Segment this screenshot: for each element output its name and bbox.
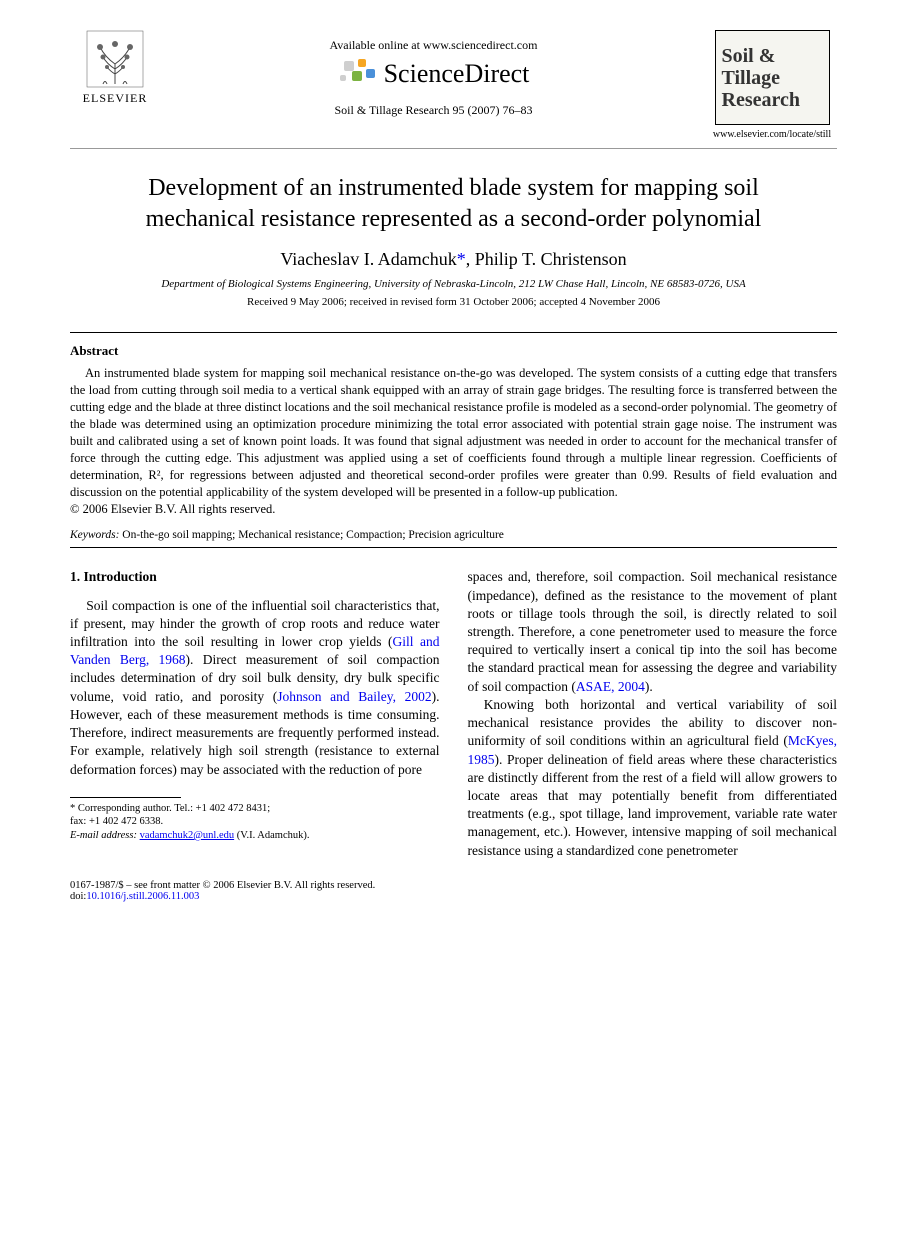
publisher-logo-block: ELSEVIER <box>70 30 160 105</box>
title-line2: mechanical resistance represented as a s… <box>146 206 762 232</box>
footnote-divider <box>70 797 181 798</box>
abstract-copyright: © 2006 Elsevier B.V. All rights reserved… <box>70 502 837 517</box>
doi-line: doi:10.1016/j.still.2006.11.003 <box>70 891 837 902</box>
journal-box-block: Soil & Tillage Research www.elsevier.com… <box>707 30 837 140</box>
page-footer: 0167-1987/$ – see front matter © 2006 El… <box>70 880 837 902</box>
body-columns: 1. Introduction Soil compaction is one o… <box>70 568 837 860</box>
intro-text-3a: Knowing both horizontal and vertical var… <box>468 697 838 748</box>
intro-paragraph-1: Soil compaction is one of the influentia… <box>70 597 440 779</box>
article-dates: Received 9 May 2006; received in revised… <box>70 296 837 308</box>
elsevier-tree-icon <box>85 29 145 89</box>
footnote-email-label: E-mail address: <box>70 830 137 841</box>
column-right: spaces and, therefore, soil compaction. … <box>468 568 838 860</box>
article-title: Development of an instrumented blade sys… <box>70 173 837 235</box>
intro-text-2a: spaces and, therefore, soil compaction. … <box>468 569 838 693</box>
abstract-body: An instrumented blade system for mapping… <box>70 365 837 500</box>
available-online-text: Available online at www.sciencedirect.co… <box>330 38 538 53</box>
intro-paragraph-2: Knowing both horizontal and vertical var… <box>468 696 838 860</box>
intro-heading: 1. Introduction <box>70 568 440 586</box>
citation-link-johnson[interactable]: Johnson and Bailey, 2002 <box>277 689 431 704</box>
footnote-email-tail: (V.I. Adamchuk). <box>237 830 310 841</box>
title-line1: Development of an instrumented blade sys… <box>148 175 759 201</box>
keywords-label: Keywords: <box>70 529 119 541</box>
doi-link[interactable]: 10.1016/j.still.2006.11.003 <box>86 891 199 902</box>
corresponding-asterisk: * <box>457 249 466 269</box>
footnote-email-line: E-mail address: vadamchuk2@unl.edu (V.I.… <box>70 829 440 843</box>
keywords-list: On-the-go soil mapping; Mechanical resis… <box>122 529 504 541</box>
intro-paragraph-1-cont: spaces and, therefore, soil compaction. … <box>468 568 838 696</box>
journal-url: www.elsevier.com/locate/still <box>713 129 831 140</box>
abstract-heading: Abstract <box>70 343 837 359</box>
doi-label: doi: <box>70 891 86 902</box>
journal-box-line1: Soil & <box>722 45 823 67</box>
keywords-line: Keywords: On-the-go soil mapping; Mechan… <box>70 529 837 541</box>
divider-top <box>70 332 837 333</box>
sciencedirect-dots-icon <box>338 59 378 89</box>
intro-text-2b: ). <box>645 679 653 694</box>
citation-line: Soil & Tillage Research 95 (2007) 76–83 <box>335 103 533 118</box>
issn-line: 0167-1987/$ – see front matter © 2006 El… <box>70 880 837 891</box>
authors-line: Viacheslav I. Adamchuk*, Philip T. Chris… <box>70 249 837 270</box>
author-2: Philip T. Christenson <box>475 249 627 269</box>
footnote-email-link[interactable]: vadamchuk2@unl.edu <box>140 830 235 841</box>
journal-title-box: Soil & Tillage Research <box>715 30 830 125</box>
elsevier-label: ELSEVIER <box>83 91 148 106</box>
intro-text-1a: Soil compaction is one of the influentia… <box>70 598 440 649</box>
footnote-fax: fax: +1 402 472 6338. <box>70 815 440 829</box>
corresponding-footnote: * Corresponding author. Tel.: +1 402 472… <box>70 802 440 843</box>
journal-header: ELSEVIER Available online at www.science… <box>70 30 837 149</box>
affiliation: Department of Biological Systems Enginee… <box>70 278 837 290</box>
journal-box-line2: Tillage <box>722 67 823 89</box>
elsevier-logo: ELSEVIER <box>80 30 150 105</box>
footnote-tel: * Corresponding author. Tel.: +1 402 472… <box>70 802 440 816</box>
journal-box-line3: Research <box>722 89 823 111</box>
sciencedirect-text: ScienceDirect <box>384 59 530 89</box>
header-center: Available online at www.sciencedirect.co… <box>160 30 707 118</box>
sciencedirect-brand: ScienceDirect <box>338 59 530 89</box>
author-1: Viacheslav I. Adamchuk <box>280 249 456 269</box>
divider-bottom <box>70 547 837 548</box>
column-left: 1. Introduction Soil compaction is one o… <box>70 568 440 860</box>
citation-link-asae[interactable]: ASAE, 2004 <box>576 679 645 694</box>
intro-text-3b: ). Proper delineation of field areas whe… <box>468 752 838 858</box>
